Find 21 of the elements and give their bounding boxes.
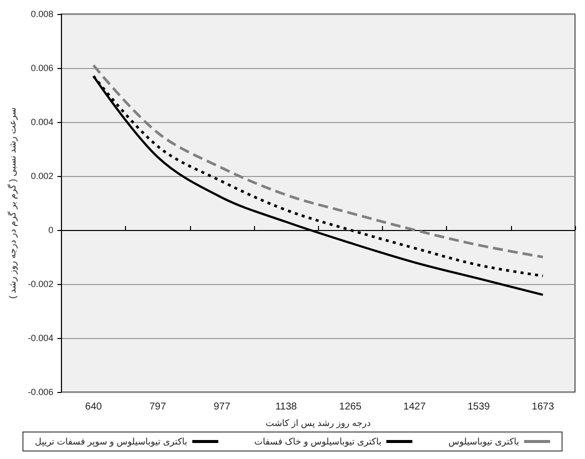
y-tick-label: -0.002	[28, 279, 54, 289]
x-tick-label: 977	[214, 402, 231, 412]
y-tick-label: 0.006	[30, 63, 54, 73]
y-tick-label: -0.006	[28, 387, 54, 397]
y-tick-label: 0	[48, 225, 54, 235]
y-tick-label: 0.004	[30, 117, 54, 127]
y-axis-title: سرعت رشد نسبی ( گرم بر گرم در درجه روز رشد )	[6, 107, 18, 299]
y-tick-label: 0.002	[30, 171, 54, 181]
legend-label: باکتری تیوباسیلوس و خاک فسفات	[254, 436, 382, 448]
y-tick-label: 0.008	[30, 9, 54, 19]
x-tick-label: 1265	[339, 402, 362, 412]
x-tick-label: 1138	[275, 402, 298, 412]
x-tick-label: 1539	[468, 402, 490, 412]
x-axis-title: درجه روز رشد پس از کاشت	[266, 418, 371, 429]
y-tick-label: -0.004	[28, 333, 54, 343]
x-tick-label: 1427	[403, 402, 426, 412]
x-tick-label: 797	[149, 402, 166, 412]
legend-label: باکتری تیوباسیلوس و سوپر فسفات تریپل	[34, 436, 188, 448]
legend-label: باکتری تیوباسیلوس	[448, 436, 520, 448]
x-tick-label: 640	[85, 402, 102, 412]
x-tick-label: 1673	[532, 402, 554, 412]
